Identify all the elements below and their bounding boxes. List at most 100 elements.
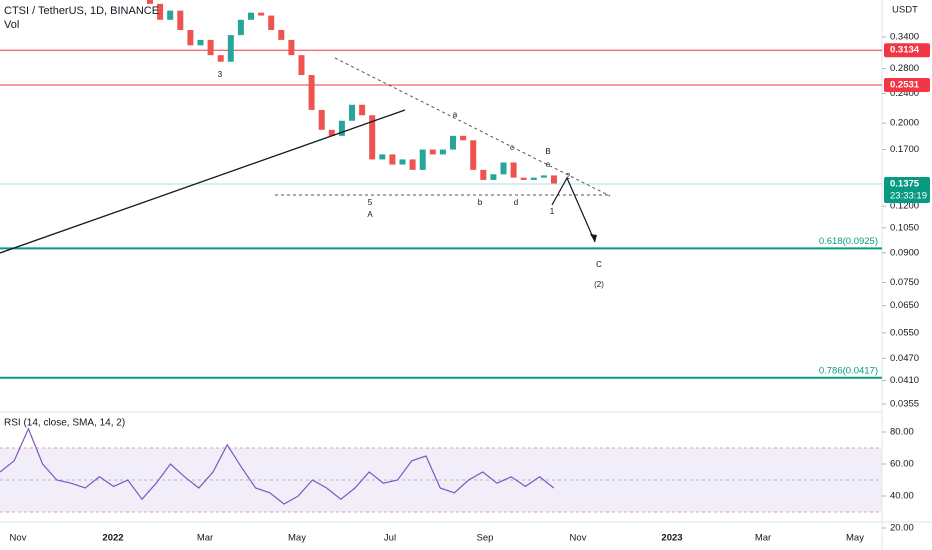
marks [0,0,882,513]
candle [439,149,446,155]
candle [167,10,174,20]
price-tag-label: 0.2531 [890,79,920,90]
candle [470,140,477,170]
rsi-title: RSI (14, close, SMA, 14, 2) [4,418,125,429]
price-tag-label: 0.3134 [890,45,920,56]
candle [227,35,234,62]
y-tick-label: 0.0550 [890,327,919,338]
candle [510,162,517,178]
x-tick-label: Jul [384,533,396,544]
candle [500,162,507,175]
y-tick-label: 0.0750 [890,277,919,288]
candle [187,29,194,46]
y-tick-label: 0.0900 [890,247,919,258]
candle [490,174,497,180]
fib-label: 0.618(0.0925) [819,236,878,247]
candle [480,169,487,180]
candle [237,19,244,36]
countdown: 23:33:19 [890,191,927,202]
candle [207,39,214,56]
candle [530,177,537,180]
wave-label: c [510,143,514,152]
trend-line [0,109,406,254]
y-tick-label: 80.00 [890,427,914,438]
candle [460,135,467,141]
candle [157,3,164,20]
candle [177,10,184,30]
currency: USDT [892,5,918,16]
candle [268,15,275,30]
candle [288,39,295,56]
candle [349,104,355,121]
candle [389,154,396,165]
y-tick-label: 0.1700 [890,144,919,155]
x-tick-label: 2022 [102,533,123,544]
candle [450,135,456,150]
candle [147,0,153,4]
y-tick-label: 0.3400 [890,32,919,43]
candle [308,75,315,110]
candle [520,177,527,180]
y-tick-label: 0.2800 [890,63,919,74]
candle [248,12,254,20]
wave-label: 2 [566,172,571,181]
candle [551,175,557,184]
candle [278,29,285,40]
candle [419,149,426,170]
y-tick-label: 0.0470 [890,353,919,364]
y-tick-label: 0.2400 [890,88,919,99]
wave-label: d [514,198,518,207]
x-tick-label: 2023 [661,533,682,544]
candle [217,55,224,62]
price-tag-label: 0.1375 [890,179,920,190]
y-tick-label: 0.2000 [890,118,919,129]
candle [359,104,366,116]
candle [298,55,305,76]
candle [540,175,547,178]
wave-label: (2) [594,280,604,289]
arrow-head [590,234,597,242]
y-tick-label: 60.00 [890,459,914,470]
wave-label: b [478,198,483,207]
symbol-title: CTSI / TetherUS, 1D, BINANCE [4,5,159,17]
wave-label: a [453,110,458,119]
x-tick-label: Nov [570,533,587,544]
y-tick-label: 40.00 [890,491,914,502]
rsi-line [0,427,555,505]
x-tick-label: Sep [477,533,494,544]
candle [197,39,204,46]
candle [258,12,265,16]
wave-label: e [546,160,551,169]
y-tick-label: 20.00 [890,523,914,534]
candle [429,149,436,155]
wave-label: 5 [368,198,373,207]
drawings [0,57,611,254]
x-tick-label: Mar [755,533,771,544]
y-tick-label: 0.0650 [890,300,919,311]
wave-label: 1 [550,207,555,216]
volume-label: Vol [4,19,19,31]
y-tick-label: 0.0355 [890,398,919,409]
candle [318,109,325,130]
candle [328,129,335,136]
wave-label: C [596,260,602,269]
projection-arrow [551,176,596,243]
candle [399,159,406,165]
candle [379,154,386,160]
x-tick-label: Mar [197,533,213,544]
wave-label: A [367,210,373,219]
wave-label: B [545,147,550,156]
price-tag [884,177,930,204]
y-tick-label: 0.1200 [890,201,919,212]
candle [409,159,416,170]
candle [338,120,345,136]
wave-label: 3 [218,70,223,79]
x-tick-label: May [846,533,864,544]
price-tag [884,43,930,58]
x-tick-label: Nov [10,533,27,544]
candle [369,115,376,160]
x-tick-label: May [288,533,306,544]
fib-label: 0.786(0.0417) [819,365,878,376]
y-tick-label: 0.0410 [890,375,919,386]
